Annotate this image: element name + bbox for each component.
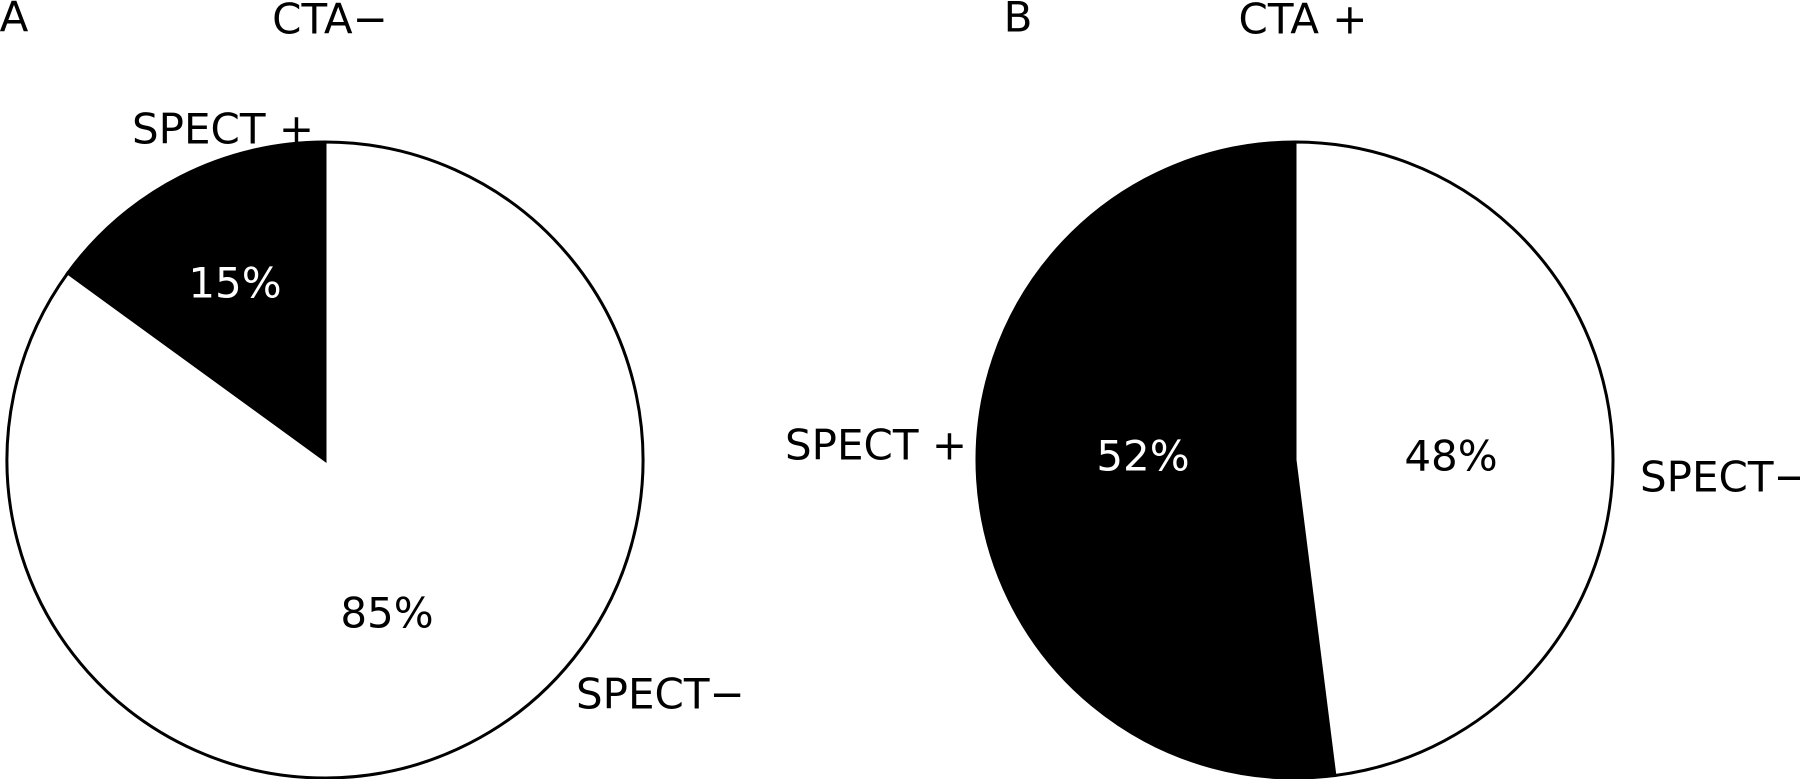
value-label: 48% xyxy=(1404,432,1497,481)
chart-title: CTA− xyxy=(272,0,388,44)
category-label: SPECT + xyxy=(132,105,314,154)
category-label: SPECT + xyxy=(785,421,967,470)
value-label: 52% xyxy=(1096,432,1189,481)
pie-slice xyxy=(5,140,645,779)
category-label: SPECT− xyxy=(576,670,745,719)
pie-slice xyxy=(1293,140,1615,778)
category-label: SPECT− xyxy=(1640,453,1800,502)
panel-label: A xyxy=(0,0,29,42)
chart-title: CTA + xyxy=(1239,0,1368,44)
value-label: 15% xyxy=(188,259,281,308)
value-label: 85% xyxy=(340,589,433,638)
pie-slice xyxy=(65,140,327,463)
pie-slice xyxy=(975,140,1337,779)
panel-label: B xyxy=(1004,0,1033,42)
